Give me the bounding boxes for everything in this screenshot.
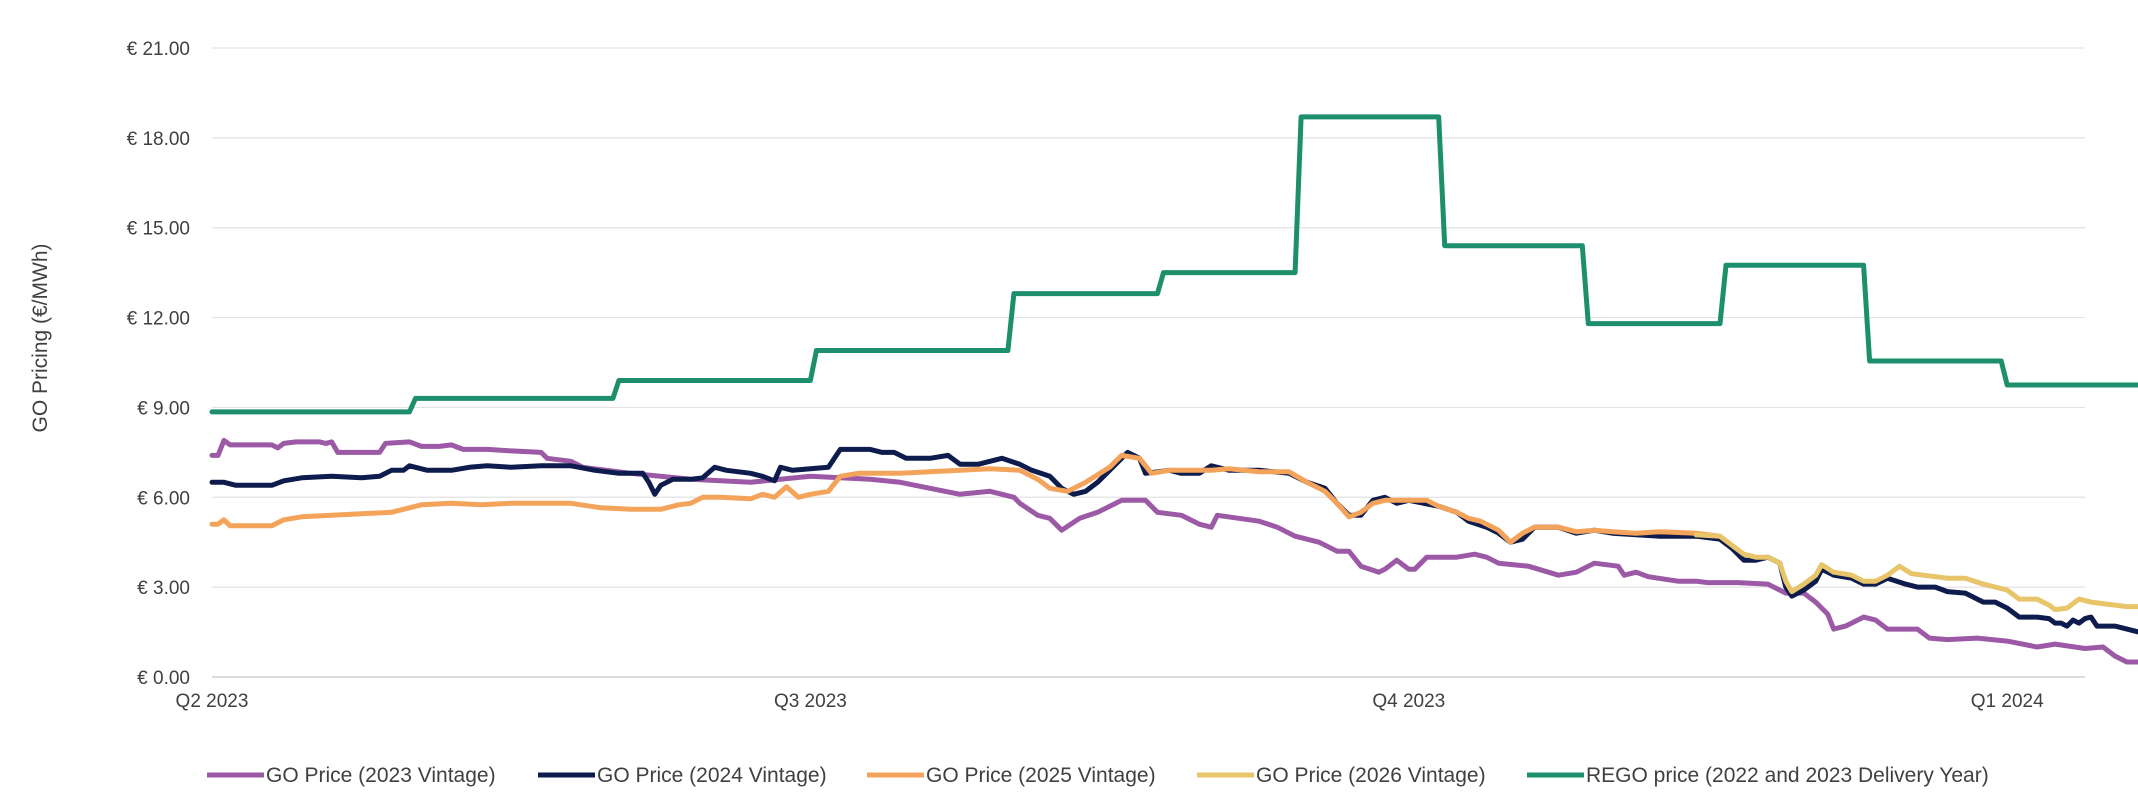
x-tick-label: Q1 2024 [1971,691,2044,712]
legend-label: GO Price (2025 Vintage) [926,764,1156,787]
y-tick-label: € 12.00 [127,309,190,330]
legend-label: GO Price (2026 Vintage) [1256,764,1486,787]
legend-item-go-price-2024-vintage: GO Price (2024 Vintage) [538,764,827,787]
series-line-go-price-2026-vintage [1693,532,2138,613]
legend-item-go-price-2023-vintage: GO Price (2023 Vintage) [207,764,496,787]
x-tick-label: Q3 2023 [774,691,847,712]
series-line-go-price-2023-vintage [209,437,2138,665]
legend-label: GO Price (2024 Vintage) [597,764,827,787]
legend: GO Price (2023 Vintage) GO Price (2024 Vi… [207,764,1989,787]
series-line-go-price-2025-vintage [209,452,1723,545]
legend-item-go-price-2026-vintage: GO Price (2026 Vintage) [1197,764,1486,787]
y-axis-ticks: € 0.00 € 3.00 € 6.00 € 9.00 € 12.00 € 15.00 € … [127,39,190,689]
y-tick-label: € 6.00 [137,488,190,509]
y-tick-label: € 15.00 [127,219,190,240]
series-line-rego-price-2022-and-2023-delivery-year [209,114,2138,415]
legend-item-rego-price-2022-and-2023-delivery-year: REGO price (2022 and 2023 Delivery Year) [1527,764,1989,787]
y-tick-label: € 0.00 [137,668,190,689]
legend-label: GO Price (2023 Vintage) [266,764,496,787]
y-tick-label: € 18.00 [127,129,190,150]
x-tick-label: Q2 2023 [176,691,249,712]
series-line-go-price-2024-vintage [209,446,2138,635]
series-lines [209,114,2138,665]
y-tick-label: € 3.00 [137,578,190,599]
x-axis-ticks: Q2 2023 Q3 2023 Q4 2023 Q1 2024 [176,691,2045,712]
legend-label: REGO price (2022 and 2023 Delivery Year) [1586,764,1989,787]
legend-item-go-price-2025-vintage: GO Price (2025 Vintage) [867,764,1156,787]
y-tick-label: € 9.00 [137,398,190,419]
y-tick-label: € 21.00 [127,39,190,60]
x-tick-label: Q4 2023 [1372,691,1445,712]
gridlines [212,47,2085,588]
y-axis-title: GO Pricing (€/MWh) [29,243,52,432]
